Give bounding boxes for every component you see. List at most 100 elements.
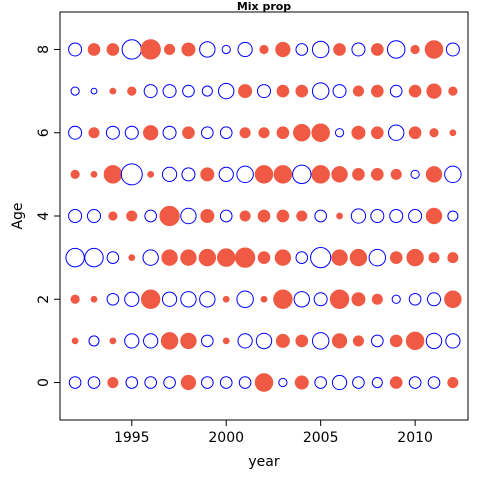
x-axis: 1995 2000 2005 2010: [114, 420, 433, 446]
bubble-negative: [314, 376, 327, 389]
bubble-positive: [349, 248, 368, 267]
bubble-positive: [181, 42, 196, 57]
bubble-positive: [90, 295, 98, 303]
bubble-positive: [333, 43, 346, 56]
bubble-negative: [106, 251, 120, 264]
bubble-negative: [161, 291, 178, 307]
bubble-positive: [444, 290, 462, 309]
x-tick-label: 2000: [208, 430, 244, 446]
bubble-positive: [352, 335, 364, 347]
bubble-negative: [68, 42, 83, 57]
bubble-positive: [389, 376, 403, 389]
bubble-negative: [371, 376, 383, 389]
bubble-positive: [276, 209, 290, 223]
bubble-positive: [273, 165, 293, 184]
bubble-positive: [239, 210, 251, 222]
bubble-positive: [447, 252, 459, 264]
bubble-positive: [70, 169, 80, 179]
bubble-negative: [255, 332, 273, 350]
bubble-negative: [199, 41, 216, 58]
bubble-negative: [84, 247, 104, 268]
bubble-negative: [70, 86, 80, 96]
bubble-positive: [258, 127, 270, 139]
bubble-negative: [237, 333, 253, 349]
y-tick-label: 0: [36, 378, 52, 387]
bubble-negative: [144, 209, 157, 223]
bubble-positive: [294, 375, 309, 390]
bubble-negative: [125, 376, 139, 389]
chart-title: Mix prop: [237, 0, 291, 13]
bubble-positive: [336, 212, 343, 220]
bubble-negative: [292, 164, 312, 185]
bubble-negative: [124, 125, 139, 140]
bubble-negative: [331, 374, 348, 391]
bubble-positive: [329, 289, 350, 309]
bubble-negative: [181, 167, 196, 182]
bubble-positive: [275, 333, 290, 348]
bubble-positive: [405, 331, 425, 351]
bubble-negative: [389, 84, 403, 98]
bubble-negative: [238, 376, 252, 389]
bubble-positive: [447, 376, 459, 389]
bubble-positive: [254, 165, 274, 184]
x-tick-label: 2010: [397, 430, 433, 446]
y-tick-label: 6: [36, 128, 52, 137]
bubble-negative: [68, 376, 82, 389]
bubble-negative: [201, 334, 214, 348]
bubble-positive: [200, 167, 215, 182]
bubble-positive: [295, 84, 309, 98]
bubble-positive: [352, 85, 364, 97]
y-axis: 0 2 4 6 8: [36, 45, 60, 387]
bubble-negative: [295, 43, 309, 56]
bubble-negative: [162, 84, 177, 99]
bubble-positive: [371, 84, 384, 98]
bubble-positive: [159, 205, 180, 227]
bubble-positive: [273, 289, 293, 309]
bubble-negative: [386, 40, 406, 59]
bubble-positive: [428, 252, 440, 264]
bubble-negative: [389, 208, 404, 224]
bubble-positive: [429, 128, 439, 138]
bubble-positive: [331, 333, 348, 349]
bubble-negative: [311, 332, 330, 350]
bubble-positive: [331, 249, 348, 266]
bubble-negative: [236, 165, 254, 184]
bubble-positive: [425, 166, 443, 183]
bubble-negative: [310, 247, 332, 269]
bubble-negative: [68, 125, 83, 140]
bubble-negative: [352, 376, 365, 389]
bubble-negative: [162, 125, 177, 140]
bubble-positive: [408, 84, 422, 98]
bubble-positive: [88, 127, 100, 139]
bubble-positive: [448, 86, 458, 96]
bubble-positive: [216, 248, 236, 267]
bubble-negative: [199, 291, 216, 308]
bubble-positive: [257, 251, 271, 264]
bubble-positive: [331, 166, 348, 183]
bubble-positive: [222, 337, 230, 345]
bubble-positive: [351, 292, 366, 307]
bubble-negative: [105, 125, 120, 140]
bubble-positive: [106, 43, 120, 56]
bubble-negative: [218, 82, 235, 100]
bubble-negative: [408, 376, 422, 389]
bubble-positive: [140, 39, 161, 60]
bubble-positive: [276, 84, 290, 98]
bubble-positive: [126, 210, 138, 222]
bubble-negative: [180, 207, 197, 225]
y-tick-label: 4: [36, 211, 52, 220]
bubble-positive: [160, 332, 179, 350]
bubble-negative: [314, 209, 327, 223]
bubble-positive: [311, 123, 330, 142]
bubble-negative: [445, 333, 461, 349]
bubble-negative: [161, 166, 178, 182]
bubble-positive: [180, 332, 197, 350]
bubble-negative: [90, 87, 98, 95]
bubble-negative: [201, 126, 214, 140]
bubble-positive: [449, 129, 457, 137]
bubble-positive: [410, 44, 420, 55]
bubble-negative: [219, 209, 233, 223]
bubble-positive: [371, 43, 384, 56]
bubble-positive: [390, 168, 402, 180]
